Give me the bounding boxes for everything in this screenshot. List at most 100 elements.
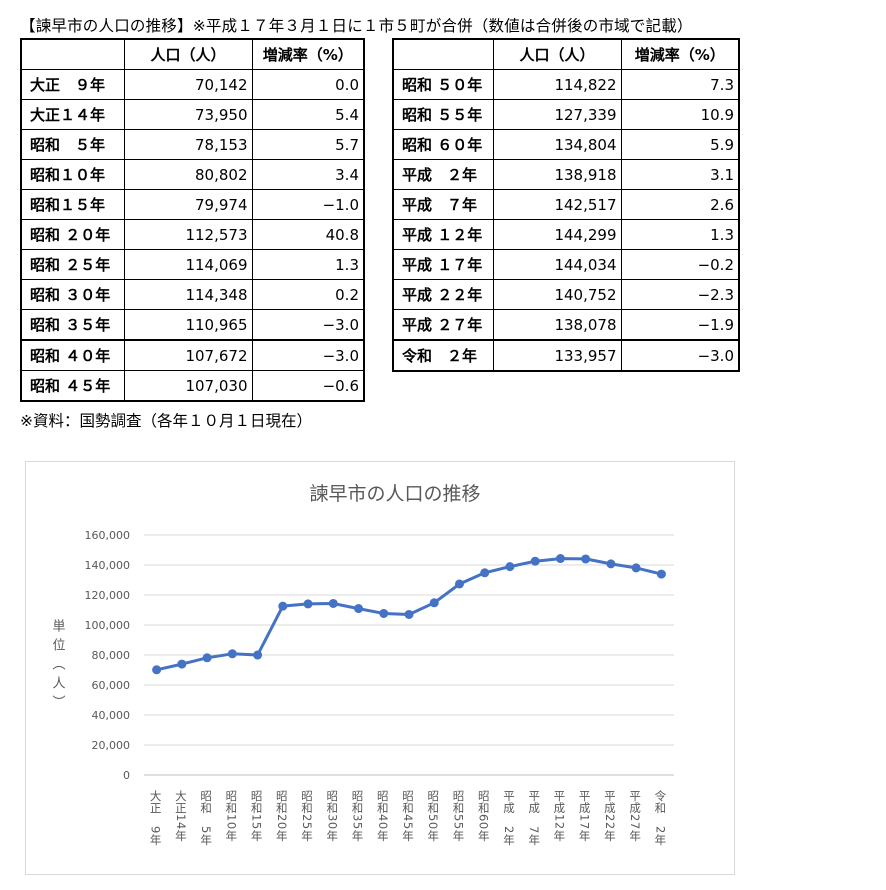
header-population: 人口（人） — [123, 38, 253, 70]
population-cell: 127,339 — [492, 99, 622, 130]
rate-cell: −2.3 — [620, 279, 740, 310]
rate-cell: 5.9 — [620, 129, 740, 160]
era-cell: 令和 ２年 — [392, 339, 494, 372]
header-rate: 増減率（%） — [620, 38, 740, 70]
rate-cell: 0.0 — [251, 69, 365, 100]
x-tick-label: 令和 2年 — [653, 789, 667, 846]
population-cell: 144,034 — [492, 249, 622, 280]
table-row: 昭和 ５年 78,153 5.7 — [20, 129, 365, 160]
x-tick-label: 昭和45年 — [401, 790, 415, 842]
data-point — [454, 579, 464, 589]
rate-cell: −0.6 — [251, 370, 365, 402]
table-row: 昭和 ４５年 107,030 −0.6 — [20, 370, 365, 402]
population-cell: 110,965 — [123, 309, 253, 341]
era-cell: 平成 ２２年 — [392, 279, 494, 310]
x-tick-label: 大正 9年 — [149, 789, 163, 846]
y-tick-label: 160,000 — [85, 529, 131, 542]
era-cell: 昭和 ４０年 — [20, 339, 125, 371]
x-tick-label: 昭和30年 — [325, 790, 339, 842]
era-cell: 昭和１０年 — [20, 159, 125, 190]
population-cell: 140,752 — [492, 279, 622, 310]
era-cell: 昭和 ５年 — [20, 129, 125, 160]
data-point — [152, 665, 162, 675]
population-cell: 73,950 — [123, 99, 253, 130]
population-cell: 114,069 — [123, 249, 253, 280]
table-row: 平成 １２年 144,299 1.3 — [392, 219, 740, 250]
y-axis-label: 単位（人） — [50, 618, 66, 714]
y-tick-label: 20,000 — [92, 739, 131, 752]
population-cell: 78,153 — [123, 129, 253, 160]
population-cell: 142,517 — [492, 189, 622, 220]
era-cell: 昭和 ３０年 — [20, 279, 125, 310]
table-header-row: 人口（人） 増減率（%） — [392, 38, 740, 70]
population-cell: 133,957 — [492, 339, 622, 372]
rate-cell: 1.3 — [251, 249, 365, 280]
chart-svg: 諫早市の人口の推移 0 20,000 40,000 60,000 80,000 100,00… — [50, 483, 674, 846]
rate-cell: 3.4 — [251, 159, 365, 190]
data-point — [278, 601, 288, 611]
era-cell: 昭和 ６０年 — [392, 129, 494, 160]
population-cell: 70,142 — [123, 69, 253, 100]
era-cell: 平成 ２７年 — [392, 309, 494, 341]
table-row: 昭和１０年 80,802 3.4 — [20, 159, 365, 190]
population-cell: 138,078 — [492, 309, 622, 341]
x-tick-label: 昭和 5年 — [199, 790, 213, 846]
table-row: 平成 ２７年 138,078 −1.9 — [392, 309, 740, 341]
population-cell: 112,573 — [123, 219, 253, 250]
table-row: 大正１４年 73,950 5.4 — [20, 99, 365, 130]
table-row: 昭和 ５５年 127,339 10.9 — [392, 99, 740, 130]
era-cell: 昭和 ３５年 — [20, 309, 125, 341]
era-cell: 昭和 ５０年 — [392, 69, 494, 100]
era-cell: 昭和 ４５年 — [20, 370, 125, 402]
x-tick-label: 大正14年 — [174, 789, 188, 842]
data-point — [581, 554, 591, 564]
population-cell: 114,822 — [492, 69, 622, 100]
rate-cell: 3.1 — [620, 159, 740, 190]
population-cell: 134,804 — [492, 129, 622, 160]
rate-cell: −1.0 — [251, 189, 365, 220]
population-cell: 80,802 — [123, 159, 253, 190]
table-row: 昭和 ３５年 110,965 −3.0 — [20, 309, 365, 341]
table-row: 昭和１５年 79,974 −1.0 — [20, 189, 365, 220]
table-row: 昭和 ５０年 114,822 7.3 — [392, 69, 740, 100]
rate-cell: 5.7 — [251, 129, 365, 160]
table-header-row: 人口（人） 増減率（%） — [20, 38, 365, 70]
rate-cell: 1.3 — [620, 219, 740, 250]
x-tick-label: 昭和35年 — [351, 790, 365, 842]
data-point — [303, 599, 313, 609]
header-era — [20, 38, 125, 70]
x-tick-label: 昭和20年 — [275, 790, 289, 842]
table-row: 大正 ９年 70,142 0.0 — [20, 69, 365, 100]
data-point — [606, 559, 616, 569]
rate-cell: −3.0 — [251, 309, 365, 341]
population-cell: 107,672 — [123, 339, 253, 371]
era-cell: 昭和 ５５年 — [392, 99, 494, 130]
x-tick-label: 平成17年 — [578, 790, 592, 842]
header-era — [392, 38, 494, 70]
x-tick-label: 平成27年 — [628, 790, 642, 842]
table-row: 昭和 ２５年 114,069 1.3 — [20, 249, 365, 280]
rate-cell: −1.9 — [620, 309, 740, 341]
chart-title: 諫早市の人口の推移 — [309, 483, 480, 505]
data-point — [379, 608, 389, 618]
population-chart: 諫早市の人口の推移 0 20,000 40,000 60,000 80,000 100,00… — [25, 461, 735, 875]
population-table-right: 人口（人） 増減率（%） 昭和 ５０年 114,822 7.3 昭和 ５５年 127,3… — [392, 38, 740, 372]
y-tick-label: 40,000 — [92, 709, 131, 722]
data-point — [202, 653, 212, 663]
x-tick-label: 昭和55年 — [451, 790, 465, 842]
era-cell: 昭和１５年 — [20, 189, 125, 220]
rate-cell: −0.2 — [620, 249, 740, 280]
data-point — [530, 556, 540, 566]
y-tick-label: 140,000 — [85, 559, 131, 572]
data-point — [480, 568, 490, 578]
rate-cell: −3.0 — [620, 339, 740, 372]
table-row: 昭和 ４０年 107,672 −3.0 — [20, 339, 365, 371]
data-point — [656, 569, 666, 579]
x-tick-label: 昭和15年 — [250, 790, 264, 842]
population-table-left: 人口（人） 増減率（%） 大正 ９年 70,142 0.0 大正１４年 73,950 5.… — [20, 38, 365, 402]
era-cell: 平成 ７年 — [392, 189, 494, 220]
y-tick-label: 0 — [123, 769, 130, 782]
x-tick-label: 昭和40年 — [376, 790, 390, 842]
table-row: 平成 ２２年 140,752 −2.3 — [392, 279, 740, 310]
y-tick-label: 120,000 — [85, 589, 131, 602]
